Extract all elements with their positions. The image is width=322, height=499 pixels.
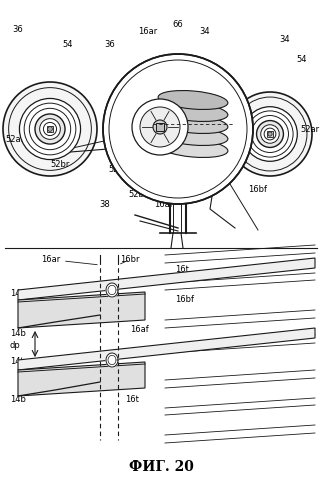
Circle shape <box>29 108 71 150</box>
Text: 16t: 16t <box>125 396 139 405</box>
Circle shape <box>35 114 65 144</box>
Polygon shape <box>18 292 145 328</box>
Circle shape <box>9 88 91 170</box>
Circle shape <box>103 54 253 204</box>
Circle shape <box>19 98 80 160</box>
Circle shape <box>251 116 289 153</box>
Text: 16bf: 16bf <box>175 295 194 304</box>
Bar <box>267 131 273 137</box>
Text: 16ar: 16ar <box>41 255 97 264</box>
Ellipse shape <box>158 90 228 109</box>
Circle shape <box>48 127 52 131</box>
Ellipse shape <box>158 127 228 146</box>
Circle shape <box>261 125 279 143</box>
Text: 16ar: 16ar <box>138 26 158 35</box>
Text: 14b: 14b <box>10 396 26 405</box>
Circle shape <box>153 120 167 134</box>
Polygon shape <box>106 353 118 367</box>
Text: 16br: 16br <box>120 255 140 264</box>
Circle shape <box>43 122 57 136</box>
Polygon shape <box>106 283 118 297</box>
Circle shape <box>40 119 60 139</box>
Circle shape <box>233 97 307 171</box>
Circle shape <box>132 99 188 155</box>
Polygon shape <box>18 362 145 396</box>
Text: 36: 36 <box>13 24 24 33</box>
Circle shape <box>228 92 312 176</box>
Text: 36: 36 <box>105 39 115 48</box>
Ellipse shape <box>158 115 228 133</box>
Text: 34: 34 <box>280 34 290 43</box>
Circle shape <box>24 103 76 155</box>
Circle shape <box>268 132 272 136</box>
Text: 16t: 16t <box>175 265 189 274</box>
Text: 16af: 16af <box>130 325 149 334</box>
Text: 16br: 16br <box>210 165 230 174</box>
Circle shape <box>257 121 283 147</box>
Circle shape <box>247 111 293 157</box>
Text: 66: 66 <box>173 19 183 28</box>
Polygon shape <box>18 328 315 370</box>
Text: 52ar: 52ar <box>203 124 222 134</box>
Bar <box>156 123 164 131</box>
Text: 52bf: 52bf <box>239 119 257 129</box>
Text: 52br: 52br <box>128 190 148 199</box>
Text: 54: 54 <box>297 54 307 63</box>
Text: 52ar: 52ar <box>300 124 319 134</box>
Text: 14b: 14b <box>10 328 26 337</box>
Text: 34: 34 <box>200 26 210 35</box>
Text: 38: 38 <box>99 200 110 209</box>
Text: 14t: 14t <box>10 357 24 366</box>
Polygon shape <box>18 258 315 300</box>
Text: ФИГ. 20: ФИГ. 20 <box>128 460 194 474</box>
Text: 14t: 14t <box>10 288 24 297</box>
Circle shape <box>243 107 297 161</box>
Ellipse shape <box>158 102 228 121</box>
Text: 16bf: 16bf <box>249 185 268 194</box>
Circle shape <box>3 82 97 176</box>
Circle shape <box>140 107 180 147</box>
Text: dp: dp <box>10 340 21 349</box>
Text: 52af: 52af <box>6 135 24 144</box>
Text: 54: 54 <box>63 39 73 48</box>
Text: 16af: 16af <box>154 200 172 209</box>
Text: 52br: 52br <box>50 160 70 169</box>
Bar <box>47 126 53 132</box>
Circle shape <box>264 128 276 140</box>
Ellipse shape <box>158 139 228 158</box>
Text: 52af: 52af <box>109 165 127 174</box>
